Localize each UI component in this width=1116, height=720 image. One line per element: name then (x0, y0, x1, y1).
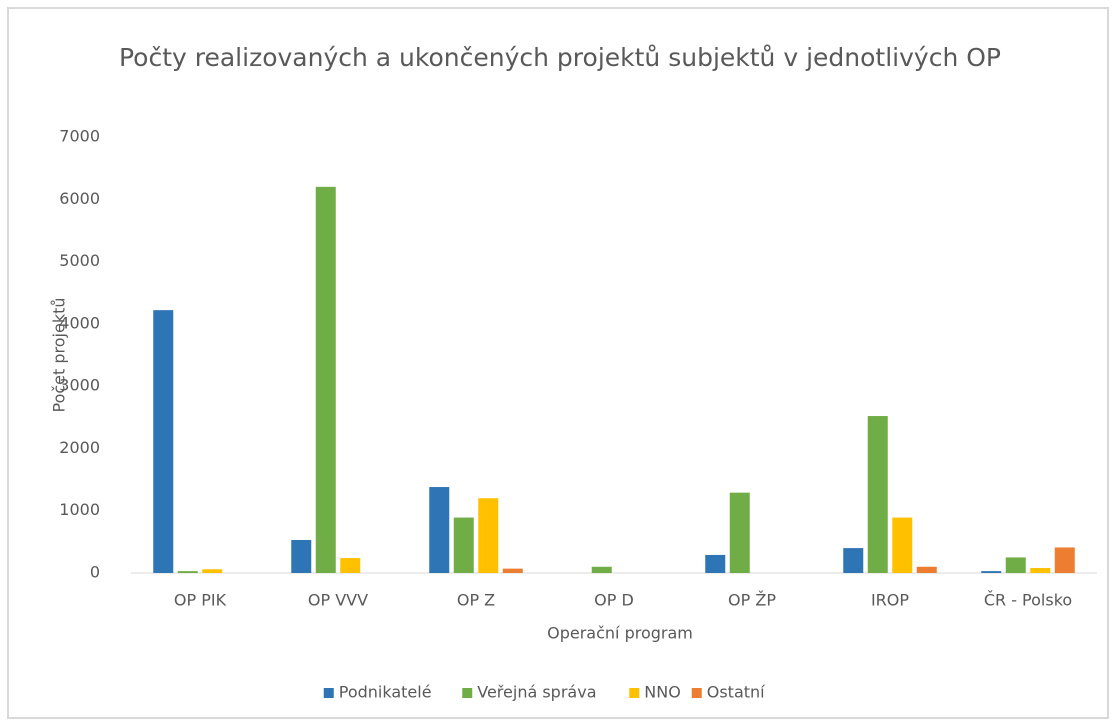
bar (843, 548, 864, 573)
bar (478, 498, 499, 573)
legend-swatch (629, 688, 640, 698)
x-tick-label: OP PIK (174, 591, 227, 610)
bar (591, 566, 612, 573)
bar (1005, 557, 1026, 573)
bar (1030, 568, 1051, 573)
y-tick-label: 0 (90, 563, 100, 582)
bar (291, 539, 312, 573)
legend-swatch (323, 688, 334, 698)
legend-swatch (462, 688, 473, 698)
y-tick-label: 1000 (59, 500, 100, 519)
x-tick-label: OP Z (457, 591, 495, 610)
x-tick-label: OP D (594, 591, 634, 610)
bar (202, 569, 223, 573)
y-tick-label: 3000 (59, 376, 100, 395)
legend-label: Podnikatelé (339, 683, 432, 702)
legend-swatch (691, 688, 702, 698)
bar (340, 558, 361, 573)
bar (315, 186, 336, 574)
bar (705, 554, 726, 573)
x-tick-label: ČR - Polsko (984, 591, 1072, 610)
bar (177, 571, 198, 573)
legend-label: Ostatní (707, 683, 765, 702)
bar (916, 566, 937, 573)
bar (429, 487, 450, 573)
y-axis-label: Počet projektů (50, 297, 69, 412)
legend-label: Veřejná správa (477, 683, 596, 702)
bar (453, 517, 474, 573)
bar (153, 310, 174, 573)
y-tick-label: 2000 (59, 438, 100, 457)
legend-label: NNO (644, 683, 681, 702)
bar (892, 517, 913, 573)
chart-title: Počty realizovaných a ukončených projekt… (118, 43, 1002, 72)
y-tick-label: 6000 (59, 189, 100, 208)
bar (1054, 547, 1075, 573)
x-axis-label: Operační program (547, 624, 693, 643)
x-tick-label: OP ŽP (728, 591, 776, 610)
x-tick-label: OP VVV (308, 591, 368, 610)
y-tick-label: 7000 (59, 127, 100, 146)
y-tick-label: 4000 (59, 313, 100, 332)
x-tick-label: IROP (871, 591, 909, 610)
bar (729, 492, 750, 573)
bar (502, 568, 523, 573)
y-tick-label: 5000 (59, 251, 100, 270)
bar (981, 571, 1002, 573)
bar (867, 416, 888, 573)
chart-frame (7, 7, 1109, 719)
